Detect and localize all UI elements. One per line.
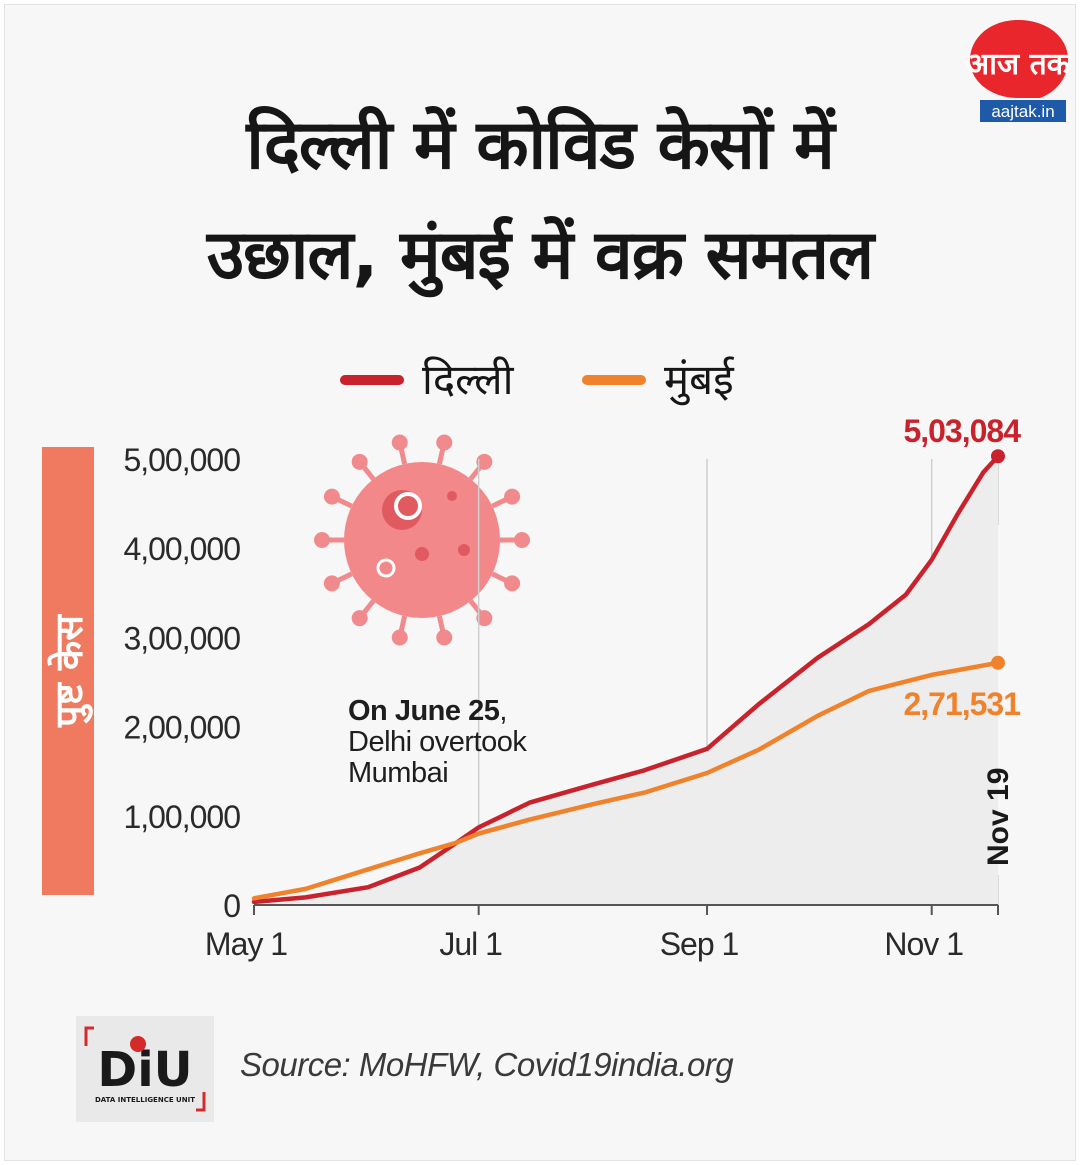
- chart-area-fill: [254, 456, 998, 905]
- y-tick-label: 1,00,000: [123, 799, 240, 835]
- y-tick-label: 4,00,000: [123, 531, 240, 567]
- annotation-bold: On June 25: [348, 695, 500, 727]
- chart-series-lines: [251, 449, 1005, 905]
- virus-spike-tip: [351, 453, 368, 470]
- aajtak-logo: आज तक aajtak.in: [966, 20, 1071, 122]
- y-tick-label: 5,00,000: [123, 442, 240, 478]
- legend-item-delhi: दिल्ली: [340, 352, 513, 408]
- diu-logo: DiU DATA INTELLIGENCE UNIT: [76, 1016, 214, 1122]
- virus-spike-tip: [436, 629, 453, 646]
- y-tick-label: 0: [223, 888, 240, 924]
- series-end-label-1: 2,71,531: [903, 686, 1020, 722]
- virus-dot: [458, 544, 470, 556]
- x-tick-label: Nov 1: [884, 926, 963, 962]
- series-end-label-0: 5,03,084: [903, 413, 1021, 449]
- logo-wordmark: आज तक: [966, 47, 1070, 82]
- virus-spike-tip: [436, 434, 453, 451]
- virus-spike-tip: [504, 575, 521, 592]
- annotation-line3: Mumbai: [348, 757, 449, 789]
- legend-label-delhi: दिल्ली: [422, 355, 514, 404]
- page-title-line1: दिल्ली में कोविड केसों में: [246, 106, 835, 185]
- virus-spike-tip: [314, 532, 330, 548]
- diu-logo-text: DiU: [97, 1042, 192, 1098]
- series-end-point-0: [991, 449, 1005, 464]
- annotation-comma: ,: [499, 695, 507, 727]
- virus-spike-tip: [476, 610, 493, 627]
- virus-spike-tip: [323, 488, 340, 505]
- virus-spike-tip: [514, 532, 530, 548]
- annotation-line2: Delhi overtook: [348, 726, 527, 758]
- virus-dot: [447, 491, 457, 501]
- virus-dot: [415, 547, 429, 561]
- virus-spike-tip: [351, 610, 368, 627]
- y-axis-label-bar: [42, 447, 94, 895]
- virus-spike-tip: [391, 434, 408, 451]
- x-tick-label: Jul 1: [439, 926, 502, 962]
- virus-spike-tip: [476, 453, 493, 470]
- virus-spike-tip: [391, 629, 408, 646]
- page-title-line2: उछाल, मुंबई में वक्र समतल: [206, 216, 874, 295]
- logo-domain: aajtak.in: [991, 102, 1054, 121]
- chart-axes: [253, 904, 999, 915]
- source-note: Source: MoHFW, Covid19india.org: [240, 1046, 734, 1083]
- virus-ring: [394, 492, 422, 520]
- legend-label-mumbai: मुंबई: [664, 355, 734, 404]
- area-under-delhi: [254, 456, 998, 905]
- virus-body: [344, 462, 500, 618]
- legend-item-mumbai: मुंबई: [582, 352, 734, 408]
- x-tick-label: Sep 1: [660, 926, 739, 962]
- diu-logo-subtitle: DATA INTELLIGENCE UNIT: [95, 1096, 195, 1104]
- x-tick-label: Nov 19: [982, 768, 1015, 866]
- y-tick-label: 3,00,000: [123, 620, 240, 656]
- logo-badge: [970, 20, 1068, 98]
- virus-spike-tip: [323, 575, 340, 592]
- series-end-point-1: [991, 655, 1005, 670]
- legend-swatch-delhi: [340, 375, 404, 385]
- legend-swatch-mumbai: [582, 375, 646, 385]
- virus-spot: [382, 490, 422, 530]
- diu-logo-graphic: DiU DATA INTELLIGENCE UNIT: [84, 1026, 206, 1112]
- logo-domain-box: [980, 100, 1066, 122]
- series-line-0: [251, 453, 1001, 905]
- virus-ring-small: [376, 558, 396, 578]
- series-line-1: [251, 660, 1001, 901]
- virus-spike-tip: [504, 488, 521, 505]
- chart-labels: 5,03,084 2,71,531 May 1 Jul 1 Sep 1 Nov 1 Nov …: [123, 413, 1022, 962]
- y-tick-label: 2,00,000: [123, 710, 240, 746]
- virus-icon: [314, 434, 530, 646]
- x-tick-label: May 1: [205, 926, 287, 962]
- chart-annotation: On June 25, Delhi overtook Mumbai: [348, 695, 527, 789]
- infographic-frame: [4, 4, 1076, 1161]
